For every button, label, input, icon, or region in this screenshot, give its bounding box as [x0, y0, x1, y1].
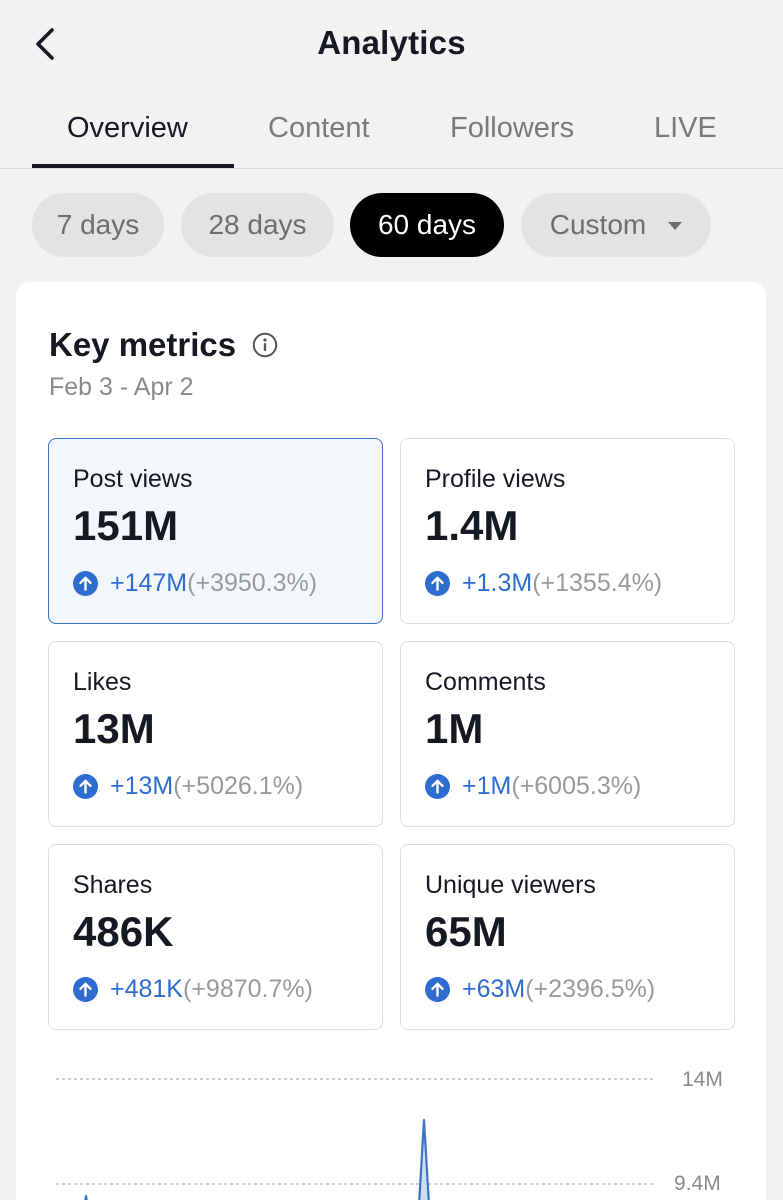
metric-profile-views[interactable]: Profile views 1.4M +1.3M (+1355.4%) [400, 438, 735, 624]
metric-change: +147M (+3950.3%) [73, 568, 317, 598]
arrow-up-icon [425, 976, 450, 1002]
metric-unique-viewers[interactable]: Unique viewers 65M +63M (+2396.5%) [400, 844, 735, 1030]
range-chip-28-days[interactable]: 28 days [181, 193, 334, 257]
range-chip-custom[interactable]: Custom [521, 193, 711, 257]
tab-overview[interactable]: Overview [67, 112, 188, 144]
metric-value: 1M [425, 705, 484, 752]
date-range: Feb 3 - Apr 2 [49, 373, 194, 401]
range-chip-label: 60 days [377, 209, 477, 240]
chevron-left-icon [36, 28, 54, 60]
metric-shares[interactable]: Shares 486K +481K (+9870.7%) [48, 844, 383, 1030]
metric-change: +1M (+6005.3%) [425, 771, 641, 801]
tab-content[interactable]: Content [268, 112, 370, 144]
metric-percent: (+5026.1%) [173, 771, 304, 800]
metric-change: +13M (+5026.1%) [73, 771, 303, 801]
section-title: Key metrics [49, 326, 237, 363]
chart-line [418, 1118, 430, 1200]
top-bar: Analytics [0, 0, 783, 90]
metric-delta: +1.3M [462, 568, 533, 597]
metric-delta: +13M [110, 771, 174, 800]
metric-delta: +147M [110, 568, 188, 597]
metric-label: Comments [425, 668, 546, 696]
metric-label: Shares [73, 871, 153, 899]
range-chip-7-days[interactable]: 7 days [32, 193, 164, 257]
y-tick-label: 9.4M [674, 1172, 721, 1195]
range-chip-label: Custom [549, 209, 647, 240]
metric-percent: (+9870.7%) [183, 974, 313, 1003]
metric-post-views[interactable]: Post views 151M +147M (+3950.3%) [48, 438, 383, 624]
arrow-up-icon [425, 570, 450, 596]
chart-area [419, 1122, 429, 1200]
metric-value: 13M [73, 705, 155, 752]
metric-delta: +481K [110, 974, 183, 1003]
metrics-chart: 14M 9.4M [16, 1062, 766, 1200]
arrow-up-icon [73, 976, 98, 1002]
metric-comments[interactable]: Comments 1M +1M (+6005.3%) [400, 641, 735, 827]
active-tab-indicator [32, 164, 234, 168]
metric-likes[interactable]: Likes 13M +13M (+5026.1%) [48, 641, 383, 827]
page-title: Analytics [317, 24, 466, 61]
metric-label: Unique viewers [425, 871, 596, 899]
metric-value: 65M [425, 908, 507, 955]
back-button[interactable] [28, 22, 68, 66]
metric-percent: (+3950.3%) [187, 568, 318, 597]
metric-percent: (+2396.5%) [525, 974, 656, 1003]
metric-value: 151M [73, 502, 179, 549]
metric-delta: +63M [462, 974, 526, 1003]
tab-live[interactable]: LIVE [654, 112, 717, 144]
metric-percent: (+6005.3%) [511, 771, 642, 800]
range-chip-label: 7 days [56, 209, 140, 240]
metric-label: Post views [73, 465, 193, 493]
metric-value: 486K [73, 908, 174, 955]
chart-plot [56, 1078, 656, 1200]
info-icon[interactable] [252, 332, 278, 358]
chart-line-start [84, 1194, 88, 1200]
metric-label: Likes [73, 668, 132, 696]
metric-change: +1.3M (+1355.4%) [425, 568, 662, 598]
metric-value: 1.4M [425, 502, 519, 549]
metric-change: +63M (+2396.5%) [425, 974, 655, 1004]
key-metrics-card: Key metrics Feb 3 - Apr 2 Post views 151… [16, 282, 766, 1200]
metric-delta: +1M [462, 771, 512, 800]
arrow-up-icon [73, 570, 98, 596]
arrow-up-icon [73, 773, 98, 799]
metric-change: +481K (+9870.7%) [73, 974, 313, 1004]
range-chip-label: 28 days [208, 209, 307, 240]
metric-label: Profile views [425, 465, 566, 493]
metric-percent: (+1355.4%) [532, 568, 663, 597]
tab-followers[interactable]: Followers [450, 112, 575, 144]
y-tick-label: 14M [682, 1068, 723, 1091]
caret-down-icon [668, 222, 683, 230]
range-chip-60-days[interactable]: 60 days [350, 193, 504, 257]
tab-bar: Overview Content Followers LIVE [0, 96, 783, 169]
arrow-up-icon [425, 773, 450, 799]
